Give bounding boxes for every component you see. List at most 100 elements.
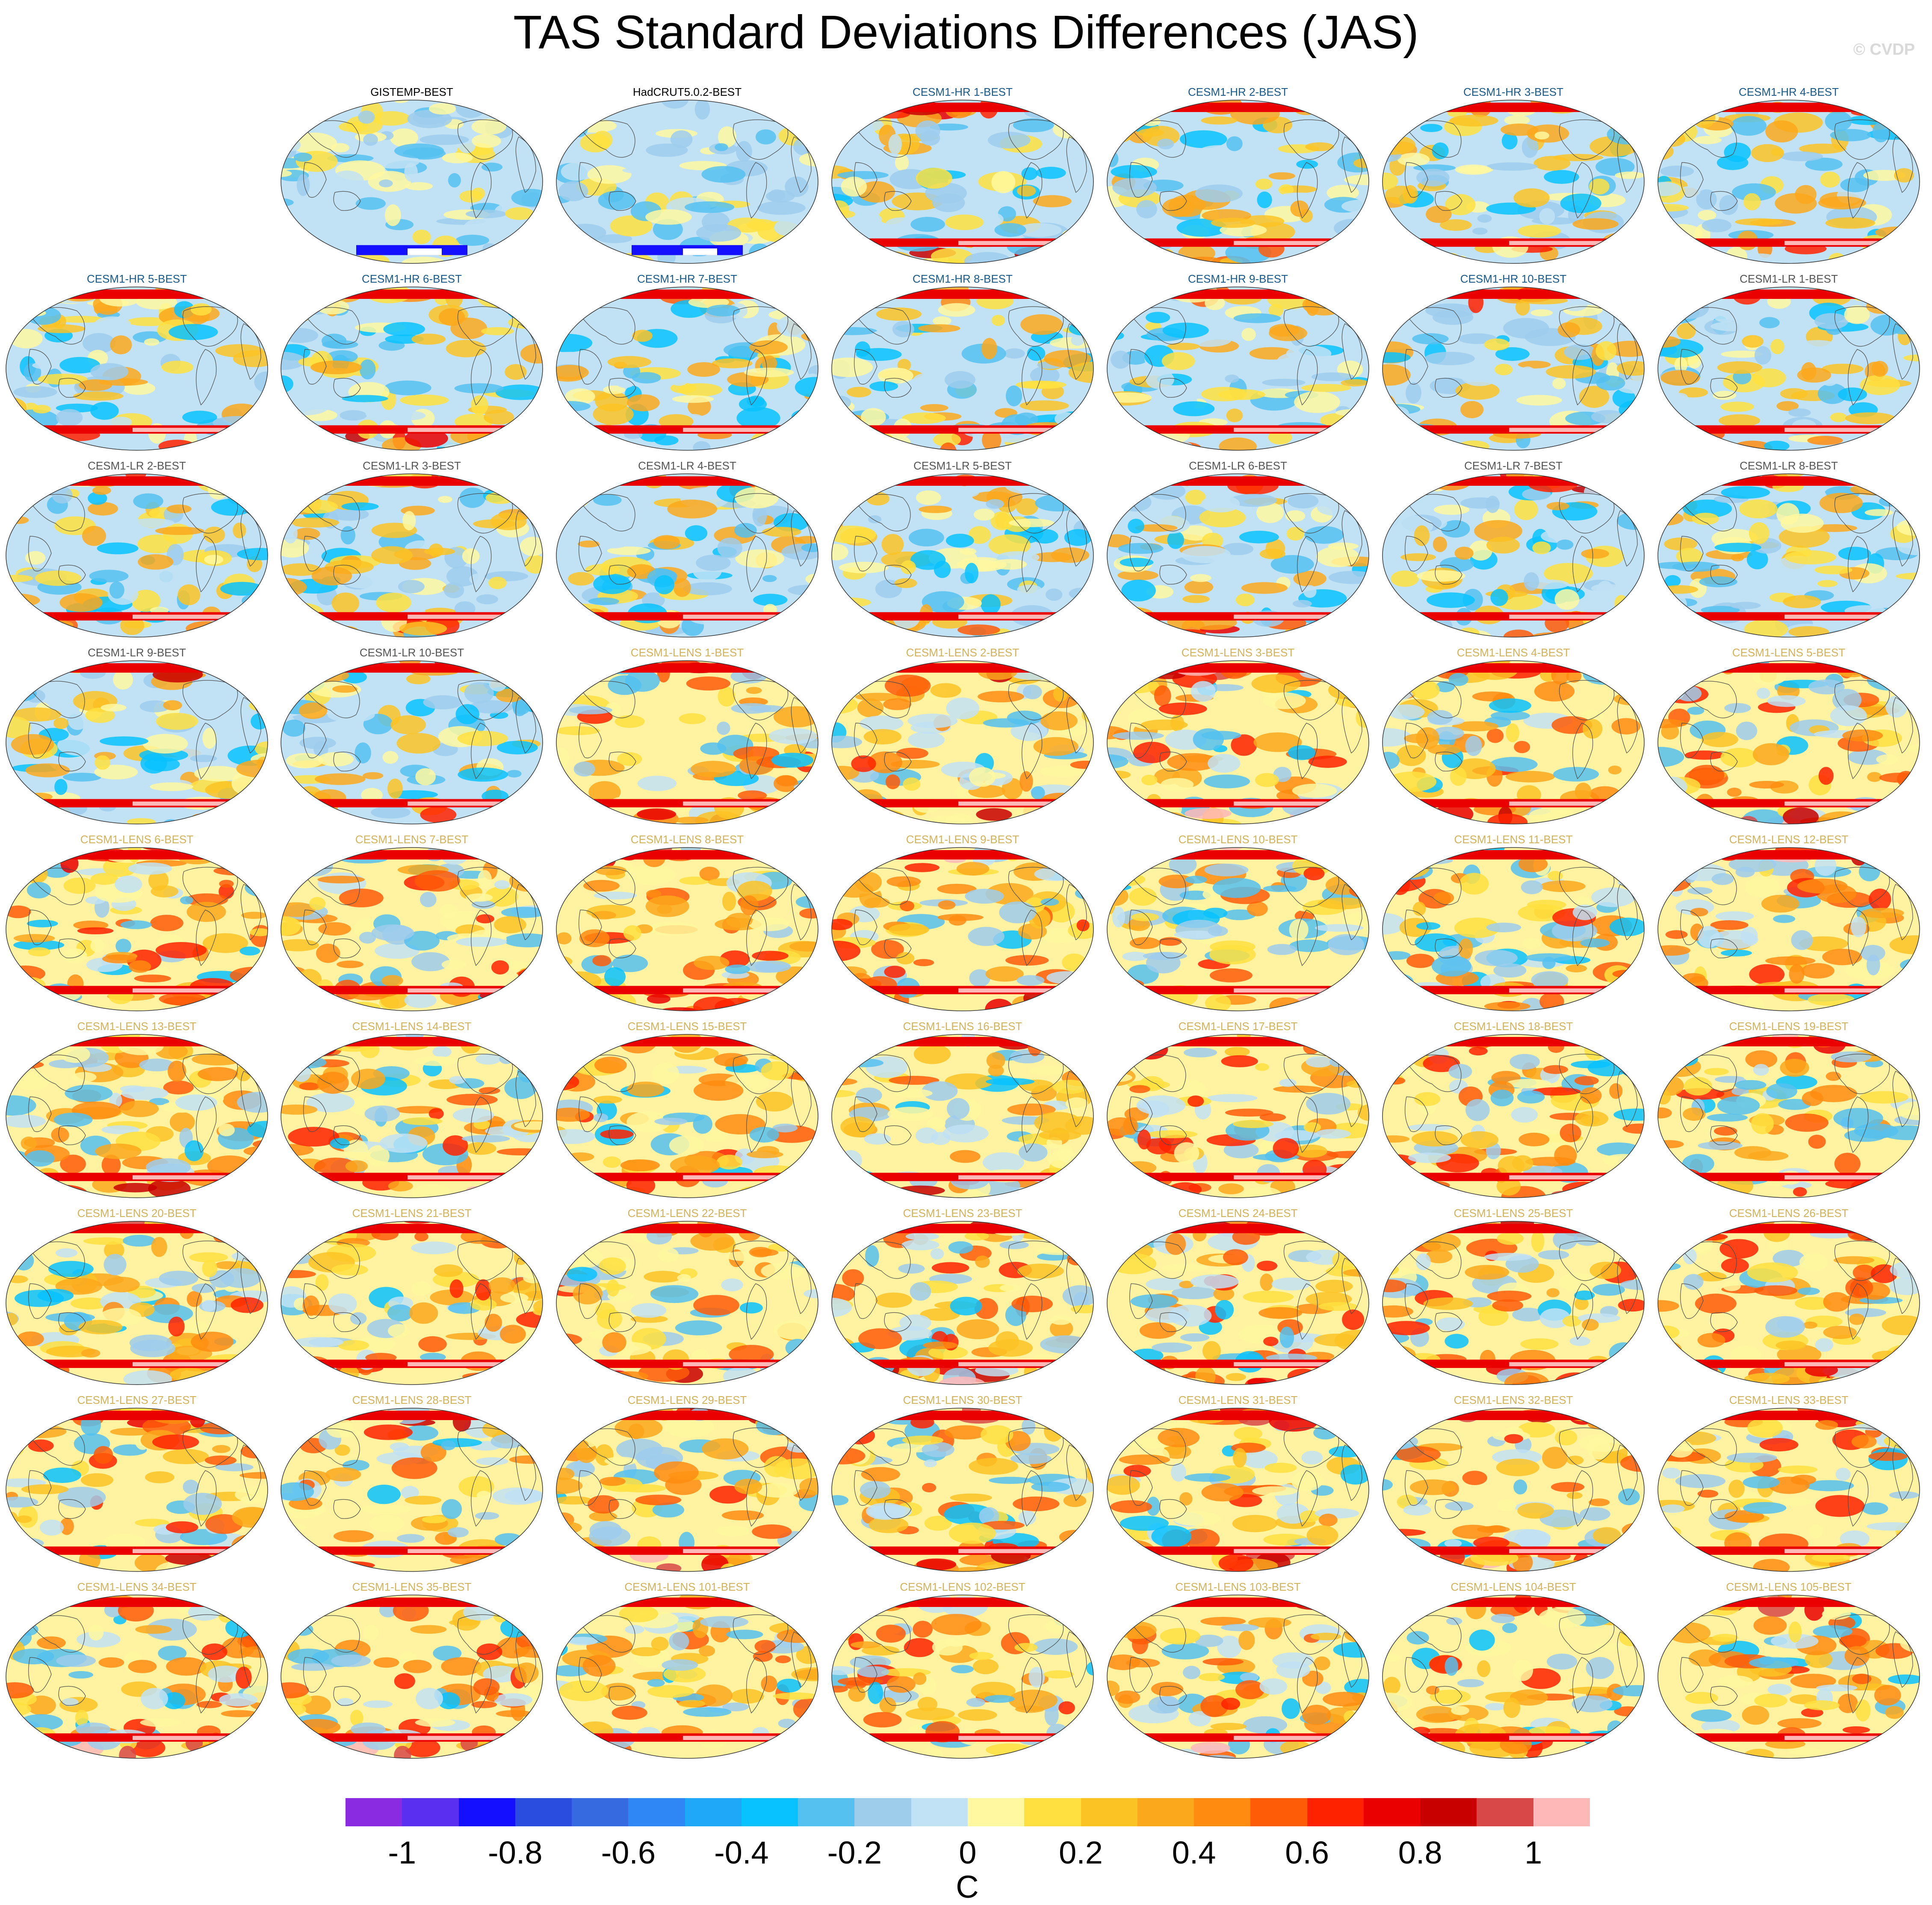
anomaly-patch	[1840, 177, 1870, 192]
anomaly-patch	[1145, 369, 1174, 390]
arctic-band	[1707, 103, 1870, 112]
anomaly-patch	[1311, 372, 1354, 381]
anomaly-patch	[756, 1092, 793, 1112]
anomaly-patch	[194, 766, 242, 782]
anomaly-patch	[1337, 609, 1369, 625]
anomaly-patch	[1181, 546, 1231, 564]
anomaly-patch	[1023, 381, 1066, 389]
coastline	[1008, 119, 1064, 160]
coastline	[457, 1240, 513, 1281]
southern-ocean-peak	[1509, 1175, 1620, 1180]
anomaly-patch	[939, 442, 957, 450]
anomaly-patch	[1402, 632, 1441, 637]
coastline	[1710, 564, 1738, 585]
anomaly-patch	[1256, 1261, 1278, 1271]
arctic-band	[881, 663, 1044, 673]
anomaly-patch	[1472, 227, 1488, 235]
coastline	[182, 306, 238, 347]
anomaly-patch	[1744, 1373, 1790, 1385]
anomaly-patch	[235, 1180, 263, 1188]
anomaly-patch	[946, 697, 980, 719]
anomaly-patch	[1740, 927, 1758, 945]
anomaly-patch	[716, 1155, 743, 1170]
anomaly-patch	[1199, 508, 1246, 528]
anomaly-patch	[884, 674, 931, 697]
anomaly-patch	[1406, 382, 1421, 404]
coastline	[884, 938, 912, 958]
anomaly-patch	[411, 1241, 457, 1254]
anomaly-patch	[1427, 744, 1462, 755]
anomaly-patch	[327, 1230, 342, 1238]
anomaly-patch	[415, 768, 436, 786]
anomaly-patch	[916, 1127, 938, 1144]
anomaly-patch	[507, 1037, 543, 1054]
anomaly-patch	[92, 486, 111, 495]
anomaly-patch	[740, 1186, 771, 1195]
anomaly-patch	[487, 1003, 535, 1011]
anomaly-patch	[675, 1320, 722, 1335]
anomaly-patch	[449, 1279, 464, 1298]
arctic-band	[606, 663, 768, 673]
anomaly-patch	[602, 1221, 638, 1226]
robinson-map	[1107, 473, 1369, 638]
anomaly-patch	[1069, 588, 1092, 600]
anomaly-patch	[1833, 1108, 1883, 1128]
anomaly-patch	[1129, 1085, 1150, 1093]
anomaly-patch	[100, 704, 127, 712]
robinson-map	[1657, 1034, 1920, 1198]
anomaly-patch	[1749, 964, 1785, 985]
anomaly-patch	[558, 486, 591, 509]
anomaly-patch	[1357, 1104, 1369, 1121]
anomaly-patch	[626, 1081, 665, 1097]
arctic-band	[56, 663, 218, 673]
anomaly-patch	[9, 1348, 22, 1362]
anomaly-patch	[889, 923, 929, 936]
anomaly-patch	[1658, 881, 1676, 891]
coastline	[240, 884, 261, 940]
anomaly-patch	[938, 900, 956, 910]
coastline	[1341, 1071, 1362, 1127]
anomaly-patch	[901, 1239, 939, 1250]
map-panel: CESM1-HR 6-BEST	[275, 272, 549, 461]
anomaly-patch	[499, 1325, 526, 1344]
anomaly-patch	[185, 893, 228, 907]
map-outline	[1107, 100, 1369, 264]
anomaly-patch	[1108, 130, 1131, 143]
coastline	[884, 378, 912, 398]
arctic-band	[606, 289, 768, 299]
anomaly-patch	[1223, 909, 1256, 920]
anomaly-patch	[311, 566, 352, 585]
anomaly-patch	[774, 219, 801, 236]
coastline	[1892, 323, 1913, 380]
anomaly-patch	[1596, 504, 1640, 514]
anomaly-patch	[1118, 1181, 1166, 1192]
anomaly-patch	[1024, 474, 1049, 483]
anomaly-patch	[485, 1186, 499, 1197]
coastline	[1405, 162, 1428, 198]
anomaly-patch	[1562, 297, 1588, 311]
anomaly-patch	[1755, 159, 1791, 181]
anomaly-patch	[286, 239, 315, 251]
robinson-map	[281, 1034, 543, 1198]
anomaly-patch	[384, 380, 431, 396]
southern-ocean-peak	[683, 614, 794, 619]
coastline	[733, 493, 789, 534]
anomaly-patch	[1383, 1321, 1430, 1335]
robinson-map	[831, 1034, 1094, 1198]
anomaly-patch	[931, 248, 973, 263]
anomaly-patch	[1711, 873, 1734, 885]
coastline	[1559, 119, 1615, 160]
coastline	[240, 697, 261, 753]
anomaly-patch	[802, 1034, 818, 1041]
anomaly-patch	[598, 535, 630, 549]
coastline	[1710, 191, 1738, 211]
anomaly-patch	[237, 548, 268, 561]
anomaly-patch	[725, 964, 750, 974]
robinson-map	[1382, 1034, 1645, 1198]
anomaly-patch	[1303, 1181, 1347, 1198]
anomaly-patch	[626, 865, 676, 885]
anomaly-patch	[957, 624, 1000, 635]
anomaly-patch	[305, 1222, 325, 1239]
coastline	[1617, 136, 1638, 193]
anomaly-patch	[854, 1036, 898, 1051]
